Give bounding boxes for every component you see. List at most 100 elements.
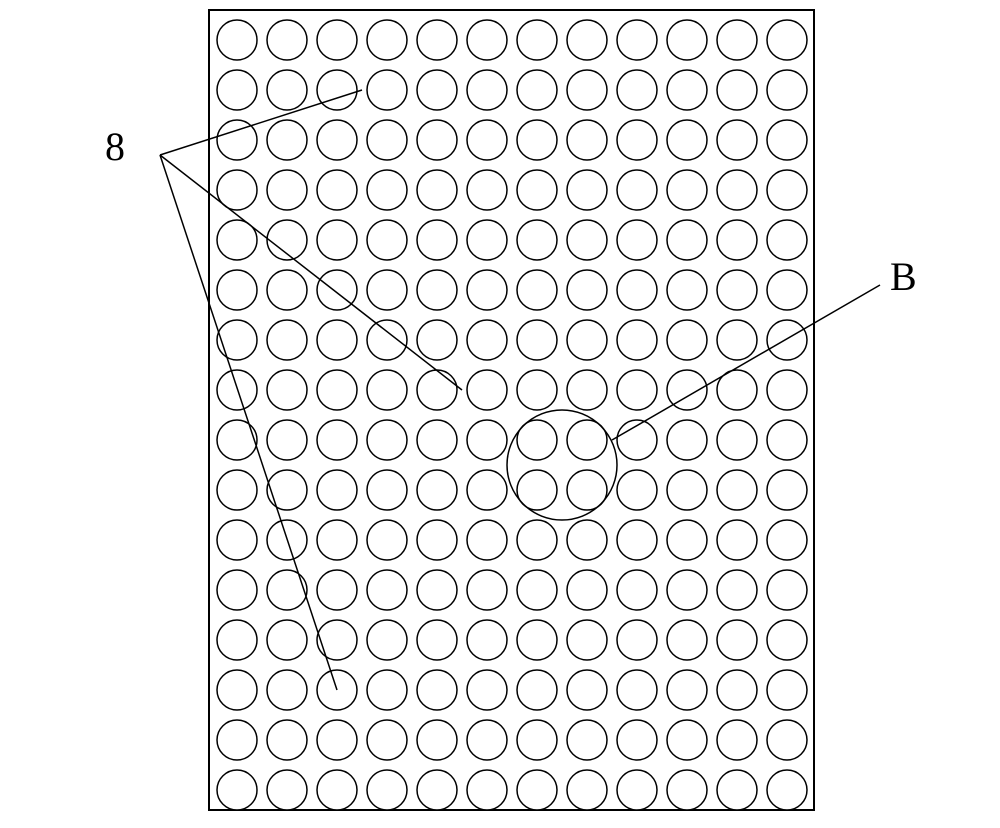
grid-hole <box>717 570 757 610</box>
grid-hole <box>617 70 657 110</box>
grid-hole <box>467 370 507 410</box>
grid-hole <box>667 320 707 360</box>
grid-hole <box>317 570 357 610</box>
grid-hole <box>667 570 707 610</box>
grid-hole <box>717 20 757 60</box>
grid-hole <box>317 520 357 560</box>
grid-hole <box>267 170 307 210</box>
grid-hole <box>717 70 757 110</box>
grid-hole <box>767 120 807 160</box>
grid-hole <box>517 370 557 410</box>
grid-hole <box>417 70 457 110</box>
grid-hole <box>267 570 307 610</box>
grid-hole <box>567 520 607 560</box>
grid-hole <box>767 570 807 610</box>
grid-hole <box>267 270 307 310</box>
grid-hole <box>667 670 707 710</box>
grid-hole <box>767 470 807 510</box>
grid-hole <box>617 620 657 660</box>
grid-hole <box>367 720 407 760</box>
grid-hole <box>767 770 807 810</box>
grid-hole <box>317 720 357 760</box>
grid-hole <box>467 420 507 460</box>
grid-hole <box>467 170 507 210</box>
grid-hole <box>467 70 507 110</box>
grid-hole <box>617 670 657 710</box>
grid-hole <box>517 570 557 610</box>
grid-hole <box>617 720 657 760</box>
grid-hole <box>367 220 407 260</box>
grid-hole <box>717 320 757 360</box>
grid-hole <box>767 170 807 210</box>
grid-hole <box>617 270 657 310</box>
grid-hole <box>217 770 257 810</box>
grid-hole <box>367 770 407 810</box>
grid-hole <box>217 270 257 310</box>
grid-hole <box>467 270 507 310</box>
grid-hole <box>417 520 457 560</box>
grid-hole <box>667 120 707 160</box>
grid-hole <box>517 20 557 60</box>
grid-hole <box>567 170 607 210</box>
grid-hole <box>417 770 457 810</box>
grid-hole <box>517 620 557 660</box>
grid-hole <box>367 420 407 460</box>
grid-hole <box>767 670 807 710</box>
grid-hole <box>717 420 757 460</box>
grid-hole <box>717 520 757 560</box>
grid-hole <box>317 420 357 460</box>
grid-hole <box>717 720 757 760</box>
grid-hole <box>567 620 607 660</box>
grid-hole <box>417 220 457 260</box>
grid-hole <box>717 270 757 310</box>
grid-hole <box>217 20 257 60</box>
grid-hole <box>567 20 607 60</box>
grid-hole <box>217 70 257 110</box>
grid-hole <box>517 70 557 110</box>
grid-hole <box>767 370 807 410</box>
grid-hole <box>667 220 707 260</box>
grid-hole <box>367 320 407 360</box>
grid-hole <box>717 220 757 260</box>
grid-hole <box>217 720 257 760</box>
grid-hole <box>367 620 407 660</box>
grid-hole <box>567 270 607 310</box>
grid-hole <box>617 170 657 210</box>
grid-hole <box>567 120 607 160</box>
grid-hole <box>567 370 607 410</box>
grid-hole <box>267 370 307 410</box>
grid-hole <box>667 770 707 810</box>
grid-hole <box>767 270 807 310</box>
grid-hole <box>617 120 657 160</box>
grid-hole <box>617 770 657 810</box>
grid-hole <box>417 120 457 160</box>
grid-hole <box>617 370 657 410</box>
grid-hole <box>567 70 607 110</box>
grid-hole <box>267 320 307 360</box>
grid-hole <box>617 320 657 360</box>
grid-hole <box>317 120 357 160</box>
grid-hole <box>567 670 607 710</box>
grid-hole <box>717 620 757 660</box>
grid-hole <box>517 720 557 760</box>
grid-hole <box>667 170 707 210</box>
grid-hole <box>467 220 507 260</box>
grid-hole <box>417 170 457 210</box>
grid-hole <box>317 370 357 410</box>
grid-hole <box>217 570 257 610</box>
grid-hole <box>367 520 407 560</box>
grid-hole <box>767 620 807 660</box>
grid-hole <box>717 670 757 710</box>
grid-hole <box>417 370 457 410</box>
grid-hole <box>467 720 507 760</box>
grid-hole <box>367 170 407 210</box>
grid-hole <box>317 470 357 510</box>
grid-hole <box>717 770 757 810</box>
grid-hole <box>517 170 557 210</box>
grid-hole <box>217 670 257 710</box>
grid-hole <box>217 420 257 460</box>
grid-hole <box>467 20 507 60</box>
grid-hole <box>667 720 707 760</box>
label-8: 8 <box>105 124 125 169</box>
grid-hole <box>467 570 507 610</box>
